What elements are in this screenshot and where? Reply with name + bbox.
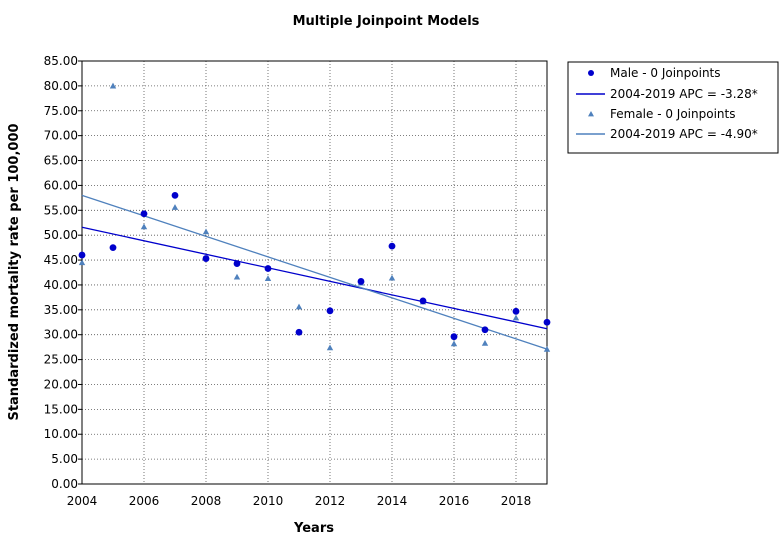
x-tick-label: 2008 xyxy=(191,494,222,508)
x-tick-label: 2012 xyxy=(315,494,346,508)
female-data-point xyxy=(233,273,241,280)
y-axis-ticks: 0.00 5.00 10.00 15.00 20.00 25.00 30.00 35.00 40… xyxy=(44,54,82,491)
male-data-point xyxy=(512,307,520,315)
male-data-point xyxy=(357,278,365,285)
male-data-point xyxy=(450,333,458,341)
female-data-point xyxy=(171,204,179,210)
x-tick-label: 2014 xyxy=(377,494,408,508)
y-tick-label: 45.00 xyxy=(44,253,78,267)
male-data-point xyxy=(233,260,241,267)
female-trend-line xyxy=(81,194,548,350)
y-tick-label: 15.00 xyxy=(44,402,78,416)
male-data-point xyxy=(295,328,303,336)
female-data-point xyxy=(295,303,303,310)
y-tick-label: 0.00 xyxy=(51,477,78,491)
female-data-point xyxy=(450,340,458,347)
grid-layer xyxy=(82,61,547,484)
y-tick-label: 20.00 xyxy=(44,377,78,391)
male-data-point xyxy=(202,255,210,262)
legend: Male - 0 Joinpoints 2004-2019 APC = -3.28… xyxy=(567,61,779,154)
y-tick-label: 40.00 xyxy=(44,278,78,292)
x-tick-label: 2004 xyxy=(67,494,98,508)
y-tick-label: 65.00 xyxy=(44,154,78,168)
male-data-point xyxy=(388,242,396,250)
male-data-point xyxy=(78,251,86,259)
legend-female-marker xyxy=(588,111,594,117)
x-axis-ticks: 2004 2006 2008 2010 2012 2014 2016 2018 xyxy=(67,494,532,508)
y-tick-label: 5.00 xyxy=(51,452,78,466)
male-data-point xyxy=(140,210,148,218)
x-tick-label: 2010 xyxy=(253,494,284,508)
y-axis-title: Standardized mortality rate per 100,000 xyxy=(7,123,22,420)
female-data-point xyxy=(202,228,210,235)
y-tick-label: 55.00 xyxy=(44,203,78,217)
x-tick-label: 2018 xyxy=(501,494,532,508)
trend-lines xyxy=(81,194,548,350)
male-data-point xyxy=(264,265,272,272)
male-data-point xyxy=(171,191,179,199)
y-tick-label: 25.00 xyxy=(44,353,78,367)
x-axis-title: Years xyxy=(293,521,334,535)
male-data-point xyxy=(481,326,489,334)
female-data-point xyxy=(543,345,551,352)
female-data-point xyxy=(109,82,117,89)
y-tick-label: 85.00 xyxy=(44,54,78,68)
x-tick-label: 2006 xyxy=(129,494,160,508)
chart-title: Multiple Joinpoint Models xyxy=(293,14,480,29)
legend-entry-label: Female - 0 Joinpoints xyxy=(610,107,735,121)
y-tick-label: 50.00 xyxy=(44,228,78,242)
legend-entry-label: 2004-2019 APC = -3.28* xyxy=(610,87,758,101)
female-data-point xyxy=(326,344,334,351)
male-data-point xyxy=(326,307,334,315)
female-data-point xyxy=(78,259,86,266)
legend-box xyxy=(567,61,779,154)
legend-male-marker xyxy=(588,70,594,76)
y-tick-label: 70.00 xyxy=(44,129,78,143)
data-points xyxy=(78,82,551,352)
legend-items: Male - 0 Joinpoints 2004-2019 APC = -3.28… xyxy=(576,66,758,141)
male-trend-line xyxy=(81,226,548,330)
female-data-point xyxy=(264,275,272,282)
male-data-point xyxy=(109,244,117,252)
y-tick-label: 10.00 xyxy=(44,427,78,441)
y-tick-label: 60.00 xyxy=(44,178,78,192)
female-data-point xyxy=(481,339,489,346)
male-data-point xyxy=(543,318,551,326)
plot-area-frame xyxy=(81,60,548,485)
x-tick-label: 2016 xyxy=(439,494,470,508)
legend-entry-label: 2004-2019 APC = -4.90* xyxy=(610,127,758,141)
female-data-point xyxy=(388,274,396,281)
y-tick-label: 80.00 xyxy=(44,79,78,93)
y-tick-label: 35.00 xyxy=(44,303,78,317)
legend-entry-label: Male - 0 Joinpoints xyxy=(610,66,721,80)
female-data-point xyxy=(512,314,520,321)
male-data-point xyxy=(419,297,427,305)
y-tick-label: 30.00 xyxy=(44,328,78,342)
female-data-point xyxy=(140,223,148,230)
y-tick-label: 75.00 xyxy=(44,104,78,118)
